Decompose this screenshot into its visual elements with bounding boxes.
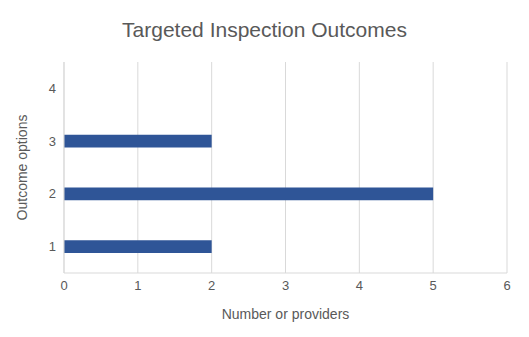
svg-text:1: 1 — [49, 239, 56, 254]
svg-text:1: 1 — [134, 278, 141, 293]
svg-text:Number or providers: Number or providers — [222, 306, 350, 322]
svg-text:4: 4 — [356, 278, 363, 293]
svg-text:Outcome options: Outcome options — [14, 115, 30, 221]
svg-text:4: 4 — [49, 81, 56, 96]
html-text:Targeted Inspection Outcomes: Targeted Inspection Outcomes — [122, 18, 407, 41]
svg-text:3: 3 — [282, 278, 289, 293]
svg-text:0: 0 — [60, 278, 67, 293]
svg-text:5: 5 — [430, 278, 437, 293]
svg-text:3: 3 — [49, 134, 56, 149]
svg-text:6: 6 — [503, 278, 510, 293]
svg-text:2: 2 — [208, 278, 215, 293]
svg-text:2: 2 — [49, 186, 56, 201]
